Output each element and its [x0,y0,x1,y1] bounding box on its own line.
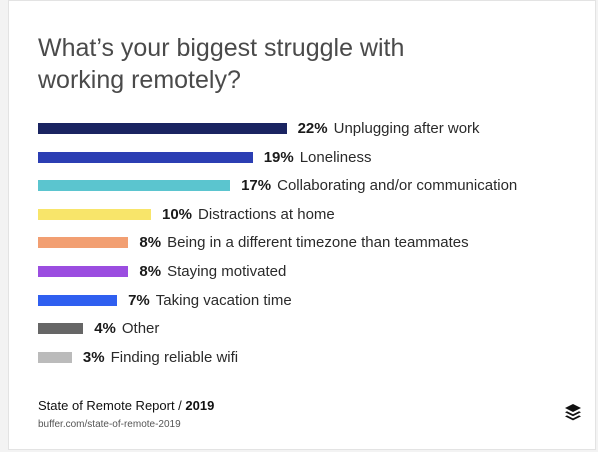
bar-chart: 22% Unplugging after work 19% Loneliness 17%… [9,1,597,381]
bar-category-label: Unplugging after work [333,120,480,137]
bar-category-label: Loneliness [299,148,372,166]
bar-2 [38,151,253,163]
bar-value-label: 7% [128,291,150,309]
buffer-stack-icon [565,404,581,421]
bar-category-label: Collaborating and/or communication [277,177,518,195]
bar-9 [38,351,72,363]
chart-title: What’s your biggest struggle with workin… [38,32,558,96]
bar-category-label: Other [121,320,160,338]
bar-value-label: 10% [162,205,193,223]
bar-category-label: Being in a different timezone than teamm… [167,234,469,252]
bar-category-label: Distractions at home [198,205,335,223]
bar-category-label: Staying motivated [167,263,287,280]
bar-value-label: 8% [139,234,162,252]
bar-value-label: 8% [139,263,162,280]
chart-title-line-1: What’s your biggest struggle with [38,34,405,62]
bar-5 [38,237,129,249]
bar-value-label: 3% [82,348,105,366]
bar-8 [38,323,84,335]
bar-4 [38,208,151,220]
bar-category-label: Taking vacation time [155,291,292,309]
bar-1 [38,123,287,134]
bar-value-label: 19% [263,148,294,166]
report-year: 2019 [185,398,215,413]
bar-value-label: 17% [241,177,272,195]
chart-title-line-2: working remotely? [38,66,241,94]
bar-value-label: 4% [94,320,116,338]
bar-6 [38,266,129,277]
bar-category-label: Finding reliable wifi [110,348,239,366]
bar-3 [38,180,231,192]
bar-value-label: 22% [297,120,328,137]
chart-card: What’s your biggest struggle with workin… [8,0,596,450]
report-prefix: State of Remote Report / [38,398,186,413]
report-url: buffer.com/state-of-remote-2019 [38,419,181,430]
bar-7 [38,294,118,306]
report-title: State of Remote Report / 2019 [38,398,214,413]
